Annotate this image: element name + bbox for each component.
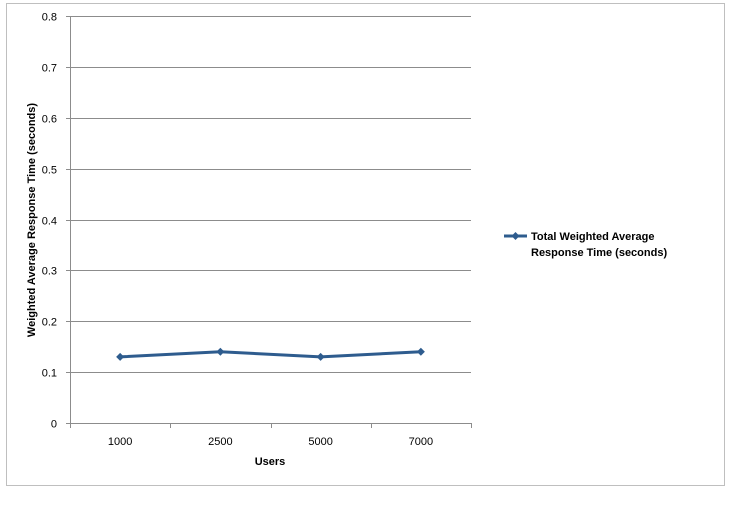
y-tick-label: 0.5 — [42, 165, 57, 177]
y-tick-label: 0.6 — [42, 114, 57, 126]
y-tick-labels: 0 0.1 0.2 0.3 0.4 0.5 0.6 0.7 0.8 — [42, 12, 57, 431]
legend-entry-line-2: Response Time (seconds) — [531, 247, 667, 259]
y-tick-label: 0.4 — [42, 216, 57, 228]
series — [116, 347, 425, 361]
data-point — [116, 352, 125, 361]
x-axis-title: Users — [255, 456, 286, 468]
x-tick-label: 2500 — [208, 436, 232, 448]
y-tick-label: 0.2 — [42, 317, 57, 329]
data-point — [216, 347, 225, 356]
y-tick-label: 0.3 — [42, 266, 57, 278]
y-tick-label: 0.1 — [42, 368, 57, 380]
y-tick-label: 0.7 — [42, 63, 57, 75]
chart-frame — [6, 3, 725, 486]
series-line — [120, 350, 421, 359]
axes — [66, 16, 472, 428]
legend: Total Weighted Average Response Time (se… — [504, 231, 667, 259]
y-tick-label: 0.8 — [42, 12, 57, 24]
x-tick-label: 5000 — [308, 436, 332, 448]
y-axis-title: Weighted Average Response Time (seconds) — [26, 103, 38, 337]
x-tick-labels: 1000 2500 5000 7000 — [108, 436, 433, 448]
data-point — [316, 352, 325, 361]
data-point — [416, 347, 425, 356]
legend-entry-line-1: Total Weighted Average — [531, 231, 654, 243]
x-tick-label: 1000 — [108, 436, 132, 448]
legend-marker — [511, 232, 520, 240]
y-tick-label: 0 — [51, 419, 57, 431]
x-tick-label: 7000 — [409, 436, 433, 448]
grid-lines — [70, 16, 471, 373]
